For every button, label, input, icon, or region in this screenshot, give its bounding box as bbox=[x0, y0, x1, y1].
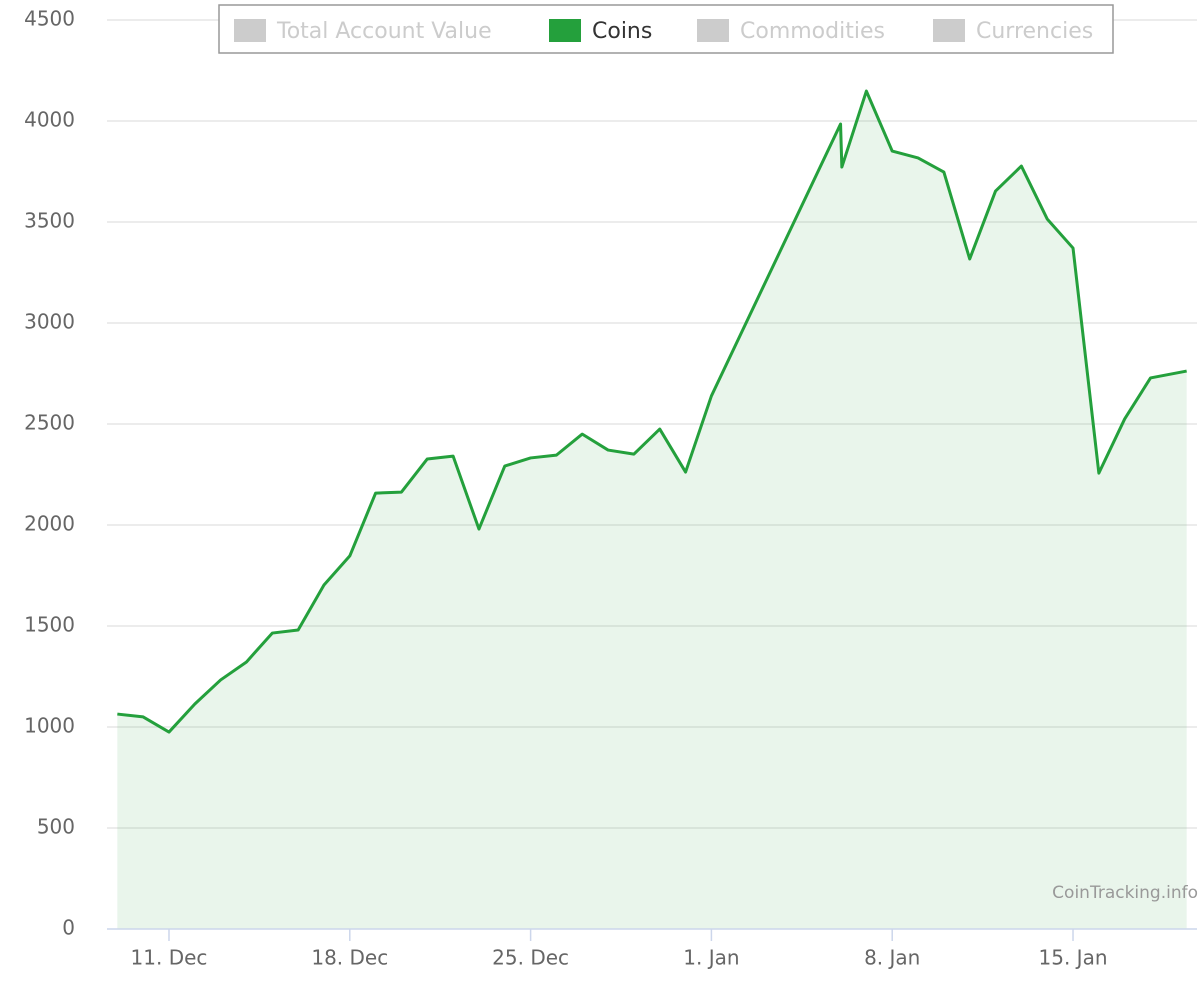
legend-swatch[interactable] bbox=[697, 19, 729, 42]
y-tick-label: 1000 bbox=[24, 714, 75, 738]
y-tick-label: 3000 bbox=[24, 310, 75, 334]
y-tick-label: 1500 bbox=[24, 613, 75, 637]
axes: 0 500 1000 1500 2000 2500 3000 3500 4000 4500 11. … bbox=[24, 7, 1197, 970]
legend-label[interactable]: Currencies bbox=[976, 19, 1093, 44]
y-tick-label: 4000 bbox=[24, 108, 75, 132]
x-tick-label: 8. Jan bbox=[864, 946, 920, 970]
legend-label[interactable]: Commodities bbox=[740, 19, 885, 44]
plot-area bbox=[117, 89, 1187, 930]
x-tick-label: 18. Dec bbox=[311, 946, 388, 970]
legend-label[interactable]: Total Account Value bbox=[276, 19, 492, 44]
legend-swatch[interactable] bbox=[234, 19, 266, 42]
legend: Total Account Value Coins Commodities Curre… bbox=[234, 19, 1093, 44]
y-tick-label: 3500 bbox=[24, 209, 75, 233]
y-tick-label: 2000 bbox=[24, 512, 75, 536]
area-fill bbox=[117, 91, 1187, 930]
line bbox=[117, 89, 1187, 734]
x-tick-label: 11. Dec bbox=[131, 946, 208, 970]
x-tick-label: 25. Dec bbox=[492, 946, 569, 970]
legend-swatch[interactable] bbox=[933, 19, 965, 42]
credit: CoinTracking.info bbox=[1052, 883, 1198, 903]
y-tick-label: 0 bbox=[62, 916, 75, 940]
legend-swatch[interactable] bbox=[549, 19, 581, 42]
y-tick-label: 2500 bbox=[24, 411, 75, 435]
x-tick-label: 15. Jan bbox=[1039, 946, 1108, 970]
x-tick-label: 1. Jan bbox=[683, 946, 739, 970]
y-tick-label: 4500 bbox=[24, 7, 75, 31]
y-tick-label: 500 bbox=[37, 815, 75, 839]
legend-label[interactable]: Coins bbox=[592, 19, 652, 44]
